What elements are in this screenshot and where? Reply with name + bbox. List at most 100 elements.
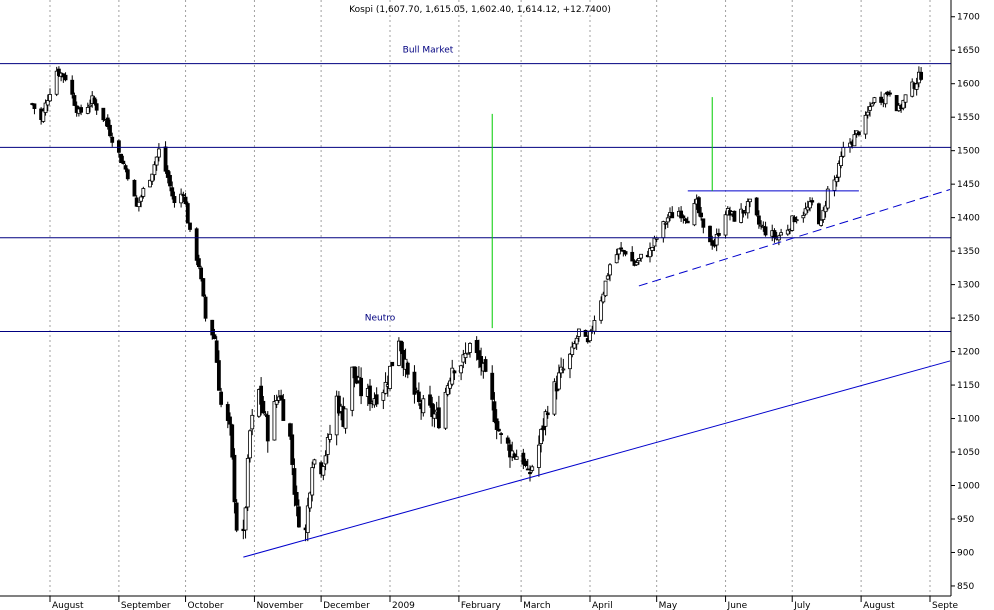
price-candle — [305, 497, 310, 542]
price-candle — [432, 404, 437, 428]
price-candle — [492, 392, 497, 424]
price-candle — [123, 163, 128, 173]
price-candle — [232, 448, 237, 514]
price-candle — [619, 242, 624, 252]
x-tick-label: November — [256, 601, 303, 610]
price-candle — [274, 394, 279, 408]
price-candle — [476, 339, 481, 369]
price-candle — [528, 465, 532, 482]
price-candle — [739, 203, 744, 224]
price-candle — [194, 227, 199, 266]
price-candle — [170, 181, 175, 200]
price-candle — [552, 378, 557, 417]
price-candle — [243, 506, 248, 539]
price-candle — [505, 435, 510, 451]
price-candle — [139, 194, 144, 208]
price-candle — [272, 394, 277, 441]
price-candle — [870, 102, 875, 107]
price-candle — [179, 188, 184, 208]
price-candle — [250, 408, 255, 436]
price-candle — [583, 329, 588, 337]
price-candle — [245, 454, 250, 512]
price-candle — [599, 296, 604, 324]
price-candle — [914, 77, 919, 96]
price-candle — [608, 263, 612, 282]
price-candles — [30, 66, 924, 542]
y-tick-label: 1400 — [957, 214, 980, 224]
price-candle — [152, 161, 157, 181]
price-candle — [474, 336, 479, 361]
price-candle — [816, 202, 821, 225]
trend-line — [638, 189, 951, 287]
price-candle — [70, 75, 75, 99]
price-candle — [879, 91, 884, 106]
price-candle — [94, 99, 99, 115]
price-candle — [383, 372, 388, 395]
price-candle — [430, 396, 435, 427]
price-candle — [201, 277, 206, 298]
price-candle — [825, 186, 830, 211]
x-tick-label: 2009 — [392, 601, 415, 610]
price-candle — [701, 218, 706, 234]
price-candle — [823, 200, 828, 218]
price-candle — [445, 382, 450, 397]
y-tick-label: 1550 — [957, 113, 980, 123]
price-candle — [225, 401, 230, 429]
price-candle — [714, 228, 719, 252]
price-candle — [803, 202, 808, 216]
price-candle — [748, 198, 752, 208]
price-candle — [810, 197, 815, 206]
y-tick-label: 900 — [957, 548, 974, 558]
price-candle — [336, 391, 341, 416]
price-candle — [116, 139, 121, 158]
price-candle — [852, 130, 857, 147]
price-candle — [865, 106, 870, 119]
price-candle — [248, 429, 252, 463]
x-tick-label: May — [659, 601, 678, 610]
price-candle — [872, 96, 877, 105]
price-candle — [214, 336, 219, 363]
y-tick-label: 1250 — [957, 314, 980, 324]
price-candle — [759, 220, 764, 230]
price-candle — [288, 422, 292, 440]
y-axis-ticks: 850 900 950 1000 1050 1100 1150 1200 1250 1300 135… — [951, 13, 980, 592]
price-candle — [368, 379, 372, 411]
price-candle — [681, 214, 686, 224]
price-candle — [756, 210, 761, 229]
price-candle — [183, 192, 188, 205]
price-candle — [334, 390, 339, 446]
price-candle — [561, 358, 566, 374]
price-candle — [45, 94, 50, 112]
price-candle — [794, 216, 799, 224]
price-candle — [530, 464, 535, 473]
y-tick-label: 1150 — [957, 381, 980, 391]
price-candle — [699, 206, 704, 221]
price-candle — [132, 179, 137, 197]
price-candle — [539, 428, 544, 453]
price-candle — [614, 248, 619, 264]
y-tick-label: 950 — [957, 515, 974, 525]
price-candle — [390, 361, 395, 367]
price-candle — [121, 155, 126, 165]
price-candle — [416, 382, 421, 406]
y-tick-label: 1050 — [957, 448, 980, 458]
y-tick-label: 1600 — [957, 80, 980, 90]
price-candle — [308, 491, 312, 512]
price-candle — [310, 461, 315, 502]
price-candle — [603, 280, 608, 298]
price-candle — [443, 387, 448, 430]
price-candle — [636, 257, 641, 265]
price-candle — [819, 219, 824, 227]
price-candle — [119, 153, 124, 163]
price-candle — [821, 207, 826, 223]
price-candle — [716, 228, 721, 237]
price-candle — [903, 94, 908, 108]
price-candle — [685, 216, 690, 224]
price-candle — [405, 361, 410, 379]
price-candle — [92, 95, 97, 106]
price-candle — [436, 395, 441, 430]
horizontal-levels: Bull Market Neutro — [0, 46, 951, 332]
price-candle — [574, 335, 579, 351]
price-candle — [514, 449, 519, 460]
